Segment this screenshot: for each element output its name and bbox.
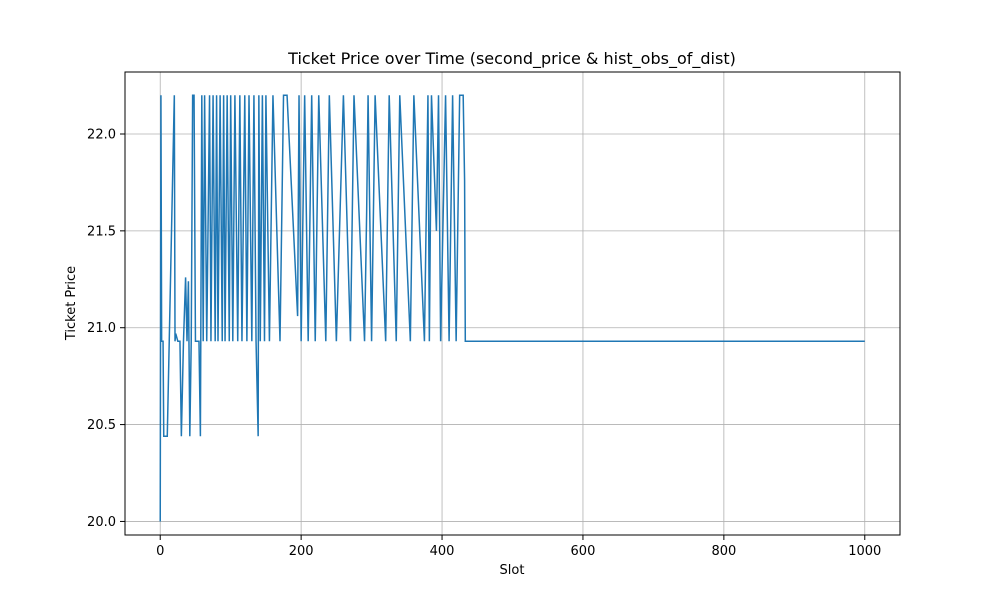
x-tick-label: 800 xyxy=(711,544,736,559)
y-axis-label: Ticket Price xyxy=(64,266,79,341)
x-tick-label: 600 xyxy=(571,544,596,559)
chart-title: Ticket Price over Time (second_price & h… xyxy=(287,49,736,69)
x-tick-label: 1000 xyxy=(848,544,881,559)
x-tick-label: 200 xyxy=(289,544,314,559)
x-tick-label: 400 xyxy=(430,544,455,559)
y-tick-label: 21.0 xyxy=(87,321,116,336)
y-axis: 20.0 20.5 21.0 21.5 22.0 xyxy=(87,127,125,530)
x-tick-label: 0 xyxy=(156,544,164,559)
y-tick-label: 20.0 xyxy=(87,515,116,530)
y-tick-label: 22.0 xyxy=(87,127,116,142)
x-axis-label: Slot xyxy=(500,563,525,578)
y-tick-label: 20.5 xyxy=(87,418,116,433)
x-axis: 0 200 400 600 800 1000 xyxy=(156,535,881,559)
y-tick-label: 21.5 xyxy=(87,224,116,239)
series-line xyxy=(159,94,865,522)
series-layer xyxy=(159,94,865,522)
plot-frame xyxy=(124,71,901,536)
